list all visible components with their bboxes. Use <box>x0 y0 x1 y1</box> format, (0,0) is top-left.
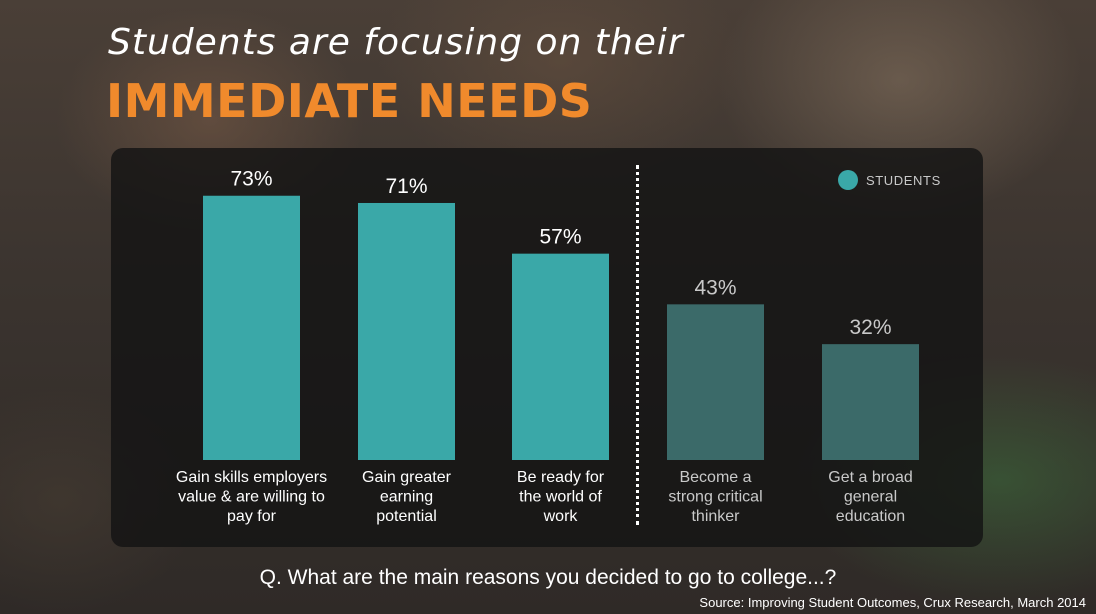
bar-4 <box>667 304 764 460</box>
bar-2 <box>358 202 455 461</box>
bar-1 <box>203 195 300 461</box>
data-label-3: 57% <box>539 226 581 249</box>
category-label-2: Gain greater earning potential <box>362 469 452 525</box>
category-label-4: Become a strong critical thinker <box>668 469 762 525</box>
survey-question: Q. What are the main reasons you decided… <box>259 566 837 589</box>
legend-swatch-students <box>838 170 858 190</box>
bar-3 <box>512 253 609 460</box>
category-label-3: Be ready for the world of work <box>517 469 605 525</box>
category-label-5: Get a broad general education <box>828 469 913 525</box>
data-label-4: 43% <box>694 276 736 299</box>
category-label-1: Gain skills employers value & are willing… <box>176 469 327 525</box>
bar-5 <box>822 344 919 460</box>
legend-label-students: STUDENTS <box>866 172 941 188</box>
legend: STUDENTS <box>838 170 941 190</box>
chart-title-line2: IMMEDIATE NEEDS <box>106 74 593 128</box>
source-note: Source: Improving Student Outcomes, Crux… <box>699 595 1086 610</box>
data-label-1: 73% <box>230 168 272 191</box>
data-label-2: 71% <box>385 175 427 198</box>
group-divider <box>636 165 639 525</box>
data-label-5: 32% <box>849 316 891 339</box>
chart-title-line1: Students are focusing on their <box>108 22 684 63</box>
